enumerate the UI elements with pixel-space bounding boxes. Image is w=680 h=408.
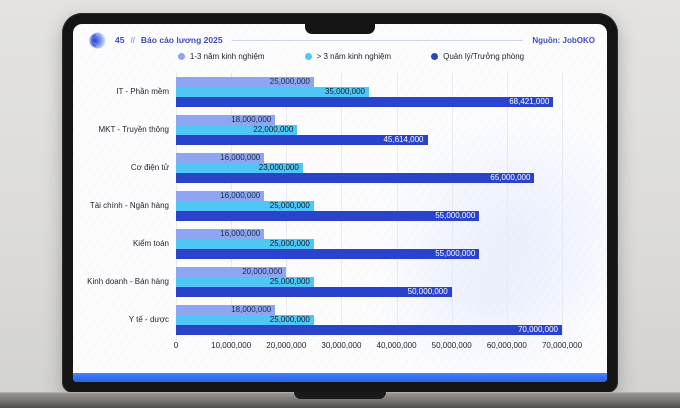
gridline [341, 73, 343, 341]
gridline [506, 73, 508, 341]
bar-value-label: 70,000,000 [517, 325, 558, 334]
legend-item: 1-3 năm kinh nghiệm [177, 52, 265, 61]
legend-dot-icon [304, 53, 312, 60]
x-tick-label: 30,000,000 [321, 341, 362, 350]
bar-value-label: 18,000,000 [231, 115, 272, 124]
bar-groups: IT - Phần mềm 25,000,000 35,000,000 68,421,… [87, 77, 562, 343]
bar: 55,000,000 [176, 211, 480, 221]
bar-value-label: 68,421,000 [509, 97, 550, 106]
category-label: Cơ điện tử [130, 162, 169, 172]
bar: 25,000,000 [176, 239, 314, 249]
x-tick-label: 70,000,000 [541, 341, 583, 350]
bar-group: Y tế - dược 18,000,000 25,000,000 70,000,00… [129, 305, 562, 335]
page-number: 45 [115, 35, 125, 45]
category-label: Kiểm toán [132, 238, 169, 248]
bar-group: Tài chính - Ngân hàng 16,000,000 25,000,00… [90, 191, 562, 221]
x-tick-label: 10,000,000 [211, 341, 252, 350]
gridline [451, 73, 453, 341]
bar-value-label: 50,000,000 [407, 287, 448, 296]
source-label: Nguồn: JobOKO [532, 35, 595, 45]
bar-value-label: 25,000,000 [269, 239, 310, 248]
category-label: IT - Phần mềm [116, 86, 169, 96]
bar: 65,000,000 [176, 173, 535, 183]
brand-logo-icon [89, 32, 106, 49]
bar-value-label: 45,614,000 [383, 135, 424, 144]
bar: 20,000,000 [176, 267, 287, 277]
bar: 25,000,000 [176, 77, 314, 87]
bar-value-label: 20,000,000 [242, 267, 283, 276]
bar-value-label: 22,000,000 [253, 125, 294, 134]
bar-group: MKT - Truyền thông 18,000,000 22,000,000 45… [98, 115, 562, 145]
bar-value-label: 25,000,000 [269, 201, 310, 210]
slide-header: 45 // Báo cáo lương 2025 Nguồn: JobOKO [89, 30, 595, 50]
bar: 45,614,000 [176, 135, 428, 145]
bar: 55,000,000 [176, 249, 480, 259]
category-label: MKT - Truyền thông [98, 124, 169, 134]
chart-legend: 1-3 năm kinh nghiệm > 3 năm kinh nghiệm Qu… [73, 52, 607, 61]
slide: 45 // Báo cáo lương 2025 Nguồn: JobOKO 1… [73, 24, 607, 382]
bar-group: IT - Phần mềm 25,000,000 35,000,000 68,421,… [116, 77, 562, 107]
bar: 25,000,000 [176, 277, 314, 287]
bar-value-label: 55,000,000 [435, 211, 476, 220]
bar-value-label: 55,000,000 [435, 249, 476, 258]
bar-group: Kiểm toán 16,000,000 25,000,000 55,000,000 [133, 229, 562, 259]
footer-accent-bar [73, 373, 607, 382]
legend-dot-icon [177, 53, 185, 60]
bar: 25,000,000 [176, 201, 314, 211]
x-axis: 0 10,000,000 20,000,000 30,000,000 40,000,00… [173, 341, 582, 353]
camera-notch [305, 24, 375, 34]
laptop-lid-groove [294, 392, 386, 399]
x-tick-label: 0 [173, 341, 179, 350]
bar: 25,000,000 [176, 315, 314, 325]
bar-value-label: 16,000,000 [220, 229, 261, 238]
bar: 16,000,000 [176, 229, 265, 239]
legend-label: > 3 năm kinh nghiệm [316, 52, 392, 61]
header-separator: // [130, 35, 135, 45]
bar-value-label: 25,000,000 [269, 77, 310, 86]
bar-value-label: 23,000,000 [258, 163, 299, 172]
x-tick-label: 40,000,000 [376, 341, 417, 350]
legend-item: > 3 năm kinh nghiệm [304, 52, 392, 61]
legend-label: Quản lý/Trưởng phòng [443, 52, 525, 61]
bar: 16,000,000 [176, 191, 265, 201]
bar-value-label: 16,000,000 [220, 191, 261, 200]
bar: 23,000,000 [176, 163, 303, 173]
bar: 16,000,000 [176, 153, 265, 163]
bar-value-label: 35,000,000 [324, 87, 365, 96]
bar-group: Cơ điện tử 16,000,000 23,000,000 65,000,000 [131, 153, 562, 183]
x-tick-label: 60,000,000 [486, 341, 527, 350]
bar: 68,421,000 [176, 97, 554, 107]
bar-value-label: 25,000,000 [269, 315, 310, 324]
bar: 35,000,000 [176, 87, 369, 97]
bar-chart: IT - Phần mềm 25,000,000 35,000,000 68,421,… [87, 73, 582, 357]
bar: 22,000,000 [176, 125, 298, 135]
laptop-mockup: 45 // Báo cáo lương 2025 Nguồn: JobOKO 1… [62, 13, 618, 393]
legend-label: 1-3 năm kinh nghiệm [189, 52, 265, 61]
header-rule [231, 39, 524, 41]
bar: 18,000,000 [176, 115, 276, 125]
slide-title: Báo cáo lương 2025 [140, 35, 223, 45]
category-label: Y tế - dược [128, 314, 169, 324]
legend-item: Quản lý/Trưởng phòng [431, 52, 524, 61]
bar-group: Kinh doanh - Bán hàng 20,000,000 25,000,00… [87, 267, 562, 297]
bar: 50,000,000 [176, 287, 452, 297]
category-label: Tài chính - Ngân hàng [89, 200, 169, 210]
bar-value-label: 16,000,000 [220, 153, 261, 162]
category-label: Kinh doanh - Bán hàng [87, 276, 169, 286]
bar: 18,000,000 [176, 305, 276, 315]
bar: 70,000,000 [176, 325, 562, 335]
gridline [562, 73, 563, 341]
gridline [396, 73, 398, 341]
legend-dot-icon [431, 53, 439, 60]
bar-value-label: 18,000,000 [231, 305, 272, 314]
x-tick-label: 50,000,000 [431, 341, 472, 350]
bar-value-label: 65,000,000 [490, 173, 531, 182]
laptop-screen: 45 // Báo cáo lương 2025 Nguồn: JobOKO 1… [73, 24, 607, 382]
bar-value-label: 25,000,000 [269, 277, 310, 286]
x-tick-label: 20,000,000 [266, 341, 307, 350]
